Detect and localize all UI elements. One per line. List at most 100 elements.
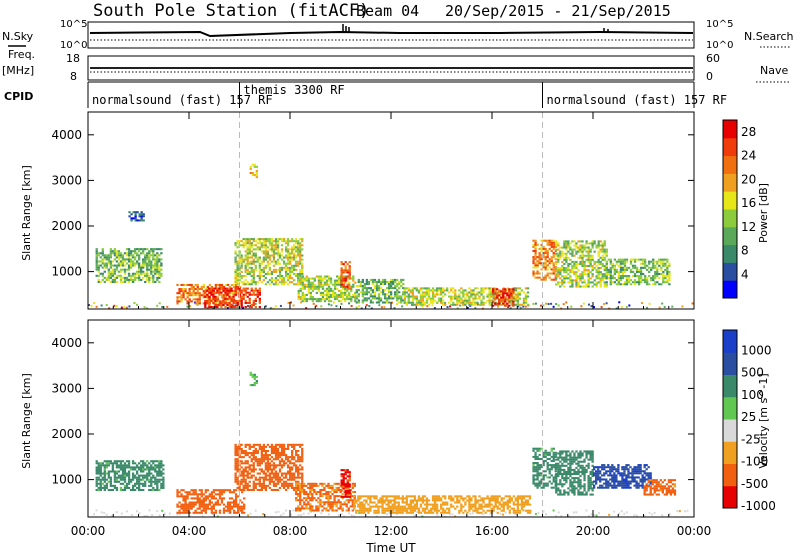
data-cell (295, 493, 298, 496)
data-cell (270, 443, 274, 446)
data-cell (631, 266, 635, 269)
data-cell (327, 293, 331, 297)
data-cell (250, 266, 253, 269)
data-cell (280, 484, 284, 487)
scatter-cell (459, 304, 462, 307)
data-cell (327, 277, 331, 280)
data-cell (291, 445, 294, 448)
data-cell (342, 283, 345, 286)
data-cell (152, 474, 155, 477)
data-cell (398, 297, 401, 300)
data-cell (250, 238, 253, 241)
data-cell (125, 482, 129, 485)
data-cell (293, 462, 296, 465)
data-cell (454, 297, 457, 300)
data-cell (652, 258, 655, 261)
data-cell (464, 501, 467, 504)
data-cell (297, 281, 300, 284)
data-cell (340, 495, 343, 498)
data-cell (246, 281, 249, 284)
data-cell (295, 268, 298, 271)
data-cell (363, 299, 367, 302)
data-cell (621, 275, 625, 278)
data-cell (127, 264, 131, 267)
data-cell (123, 480, 127, 483)
data-cell (101, 486, 104, 489)
data-cell (135, 464, 139, 467)
data-cell (127, 476, 131, 479)
data-cell (581, 281, 584, 284)
data-cell (301, 283, 304, 286)
data-cell (232, 491, 236, 494)
data-cell (656, 270, 659, 273)
data-cell (105, 278, 108, 281)
data-cell (137, 248, 141, 251)
data-cell (599, 244, 602, 247)
data-cell (230, 491, 234, 494)
data-cell (506, 294, 509, 297)
data-cell (668, 262, 671, 265)
data-cell (222, 299, 225, 302)
data-cell (301, 240, 304, 243)
data-cell (646, 277, 649, 280)
scatter-cell (90, 304, 93, 307)
data-cell (121, 280, 125, 284)
scatter-cell (542, 510, 545, 513)
data-cell (415, 501, 419, 504)
data-cell (504, 300, 507, 303)
data-cell (631, 264, 635, 267)
data-cell (342, 263, 345, 266)
data-cell (134, 213, 137, 216)
data-cell (403, 299, 406, 302)
data-cell (482, 301, 485, 304)
data-cell (146, 248, 149, 251)
data-cell (546, 254, 549, 257)
data-cell (611, 275, 614, 278)
data-cell (142, 213, 145, 216)
data-cell (559, 269, 562, 272)
data-cell (323, 283, 327, 286)
data-cell (113, 470, 117, 473)
data-cell (240, 275, 243, 278)
data-cell (664, 262, 667, 265)
data-cell (411, 293, 415, 296)
data-cell (557, 254, 560, 257)
data-cell (516, 299, 520, 302)
data-cell (260, 454, 264, 457)
data-cell (664, 281, 667, 284)
data-cell (357, 503, 360, 506)
data-cell (234, 299, 237, 302)
data-cell (381, 499, 384, 502)
data-cell (490, 291, 493, 294)
data-cell (97, 280, 100, 284)
data-cell (573, 271, 576, 274)
data-cell (140, 248, 143, 251)
data-cell (109, 478, 113, 481)
data-cell (427, 511, 431, 514)
data-cell (639, 268, 643, 271)
data-cell (115, 280, 119, 284)
data-cell (468, 297, 471, 300)
data-cell (516, 291, 520, 294)
data-cell (494, 293, 497, 296)
data-cell (589, 271, 592, 274)
data-cell (323, 281, 327, 284)
data-cell (137, 482, 141, 485)
data-cell (650, 260, 653, 263)
data-cell (230, 497, 234, 500)
data-cell (492, 288, 495, 291)
data-cell (236, 464, 239, 467)
data-cell (321, 484, 324, 487)
data-cell (367, 507, 370, 510)
data-cell (413, 303, 417, 306)
data-cell (299, 484, 302, 487)
data-cell (198, 300, 201, 303)
data-cell (204, 306, 207, 309)
data-cell (405, 509, 408, 512)
data-cell (190, 489, 193, 492)
data-cell (270, 238, 274, 241)
data-cell (234, 260, 237, 263)
scatter-cell (570, 305, 573, 308)
data-cell (307, 495, 310, 498)
data-cell (299, 499, 302, 502)
